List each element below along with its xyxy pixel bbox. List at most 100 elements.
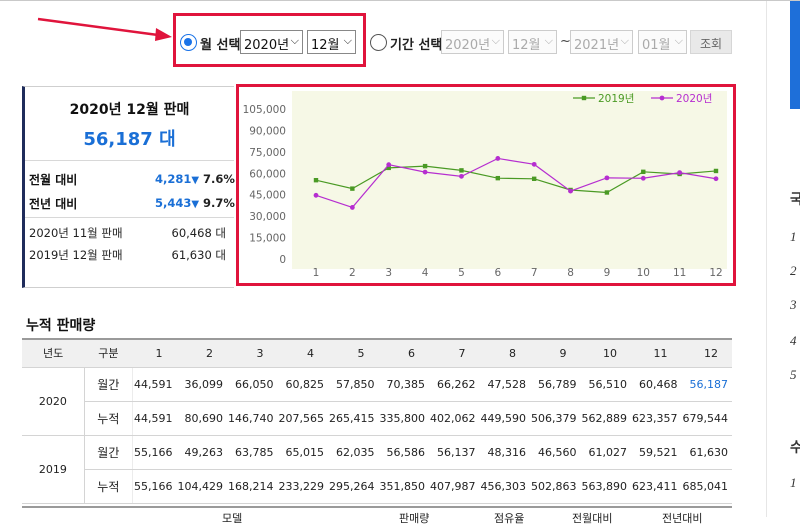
x-tick-label: 9 [604, 267, 611, 279]
value-cell: 80,690 [176, 401, 227, 436]
data-point [349, 205, 355, 210]
period-from-month-value: 12월 [512, 38, 541, 53]
legend-label: 2020년 [676, 93, 712, 105]
value-cell: 48,316 [479, 435, 530, 470]
x-tick-label: 6 [494, 267, 501, 279]
y-tick-label: 15,000 [249, 233, 286, 245]
col-header-month: 10 [580, 338, 631, 368]
data-point [531, 176, 537, 182]
month-select[interactable]: 12월 ⌵ [307, 30, 356, 54]
search-button[interactable]: 조회 [690, 30, 732, 54]
col-header-year: 년도 [22, 338, 85, 368]
annotation-arrow [37, 17, 172, 41]
mom-label: 전월 대비 [29, 173, 78, 187]
value-cell: 56,789 [530, 367, 581, 402]
col-header-month: 2 [176, 338, 227, 368]
right-panel-mark: 1 [790, 475, 797, 490]
kind-cell: 월간 [84, 367, 134, 402]
right-panel-mark: 5 [790, 367, 797, 382]
model-col-header: 모델 [222, 512, 243, 525]
value-cell: 66,050 [227, 367, 278, 402]
period-to-year-value: 2021년 [574, 38, 620, 53]
value-cell: 679,544 [681, 401, 732, 436]
yoy-number: 5,443 [155, 196, 192, 210]
right-panel-mark: 3 [790, 297, 797, 312]
col-header-month: 7 [429, 338, 480, 368]
yoy-value: 5,443▼ [155, 196, 199, 210]
down-triangle-icon: ▼ [191, 199, 200, 210]
down-triangle-icon: ▼ [191, 175, 200, 186]
value-cell: 46,560 [530, 435, 581, 470]
value-cell: 65,015 [277, 435, 328, 470]
right-panel-mark: 1 [790, 229, 797, 244]
col-header-month: 11 [631, 338, 682, 368]
data-point [641, 169, 646, 175]
value-cell: 146,740 [227, 401, 278, 436]
value-cell: 502,863 [530, 469, 581, 504]
month-select-highlight [173, 13, 366, 67]
period-select-radio[interactable] [370, 34, 387, 51]
x-tick-label: 12 [709, 267, 722, 279]
value-cell: 55,166 [132, 469, 177, 504]
period-to-month-select[interactable]: 01월 ⌵ [638, 30, 687, 54]
value-cell: 168,214 [227, 469, 278, 504]
y-tick-label: 60,000 [249, 168, 286, 180]
monthly-summary-card: 2020년 12월 판매 56,187 대 전월 대비 4,281▼ 7.6% … [22, 86, 235, 288]
period-to-year-select[interactable]: 2021년 ⌵ [570, 30, 633, 54]
data-point [459, 173, 464, 179]
month-select-radio[interactable] [180, 34, 197, 51]
prev-month-value: 60,468 대 [171, 226, 226, 240]
x-tick-label: 7 [531, 267, 538, 279]
chevron-down-icon: ⌵ [544, 34, 553, 47]
chevron-down-icon: ⌵ [620, 34, 629, 47]
value-cell: 44,591 [132, 367, 177, 402]
data-point [386, 162, 392, 168]
line-chart: 105,000 90,000 75,000 60,000 45,000 30,000 15,… [243, 91, 727, 279]
value-cell: 56,137 [429, 435, 480, 470]
value-cell: 456,303 [479, 469, 530, 504]
legend-swatch-marker [581, 95, 587, 101]
legend-label: 2019년 [598, 93, 634, 105]
value-cell: 62,035 [328, 435, 379, 470]
value-cell: 56,187 [681, 367, 732, 402]
year-select-value: 2020년 [244, 38, 290, 53]
value-cell: 56,510 [580, 367, 631, 402]
series-line-2 [315, 157, 717, 209]
period-from-month-select[interactable]: 12월 ⌵ [508, 30, 557, 54]
value-cell: 60,468 [631, 367, 682, 402]
y-tick-label: 45,000 [249, 190, 286, 202]
col-header-month: 6 [378, 338, 429, 368]
value-cell: 44,591 [132, 401, 177, 436]
value-cell: 407,987 [429, 469, 480, 504]
chevron-down-icon: ⌵ [491, 34, 500, 47]
data-point [386, 165, 391, 171]
x-tick-label: 4 [422, 267, 429, 279]
value-cell: 623,411 [631, 469, 682, 504]
year-select[interactable]: 2020년 ⌵ [240, 30, 303, 54]
col-header-kind: 구분 [84, 338, 133, 368]
cumulative-title: 누적 판매량 [26, 318, 96, 334]
data-point [713, 168, 719, 174]
right-panel-mark: 4 [790, 333, 797, 348]
period-from-year-select[interactable]: 2020년 ⌵ [441, 30, 504, 54]
value-cell: 61,630 [681, 435, 732, 470]
value-cell: 70,385 [378, 367, 429, 402]
data-point [604, 175, 610, 181]
data-point [495, 156, 501, 161]
col-header-month: 1 [132, 338, 177, 368]
value-cell: 55,166 [132, 435, 177, 470]
value-cell: 623,357 [631, 401, 682, 436]
x-tick-label: 8 [567, 267, 574, 279]
data-point [568, 188, 573, 194]
prev-month-label: 2020년 11월 판매 [29, 226, 123, 240]
yoy-pct: 9.7% [203, 196, 235, 210]
value-cell: 36,099 [176, 367, 227, 402]
data-point [350, 186, 355, 191]
yoy-label: 전년 대비 [29, 197, 78, 211]
table-row: 2019 월간 55,166 49,263 63,785 65,015 62,035 56,5… [22, 435, 732, 504]
value-cell: 207,565 [277, 401, 328, 436]
value-cell: 104,429 [176, 469, 227, 504]
value-cell: 506,379 [530, 401, 581, 436]
period-select-label: 기간 선택 [390, 38, 443, 53]
summary-divider [25, 160, 234, 161]
